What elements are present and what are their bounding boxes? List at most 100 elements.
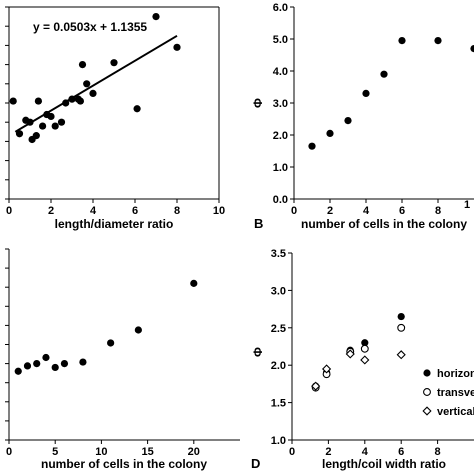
panel-b-y-axis-label: Φ (251, 98, 265, 108)
panel-d-data-point (397, 323, 406, 332)
panel-b-plot-area: 0.0 1.0 2.0 3.0 4.0 5.0 6.0 0 2 4 6 8 (273, 2, 474, 217)
panel-c-data-point (60, 360, 69, 368)
panel-b-data-point (470, 45, 474, 53)
panel-a-data-point (57, 118, 66, 126)
panel-c-x-tick-label: 15 (141, 446, 153, 458)
panel-d-y-tick-label: 2.5 (271, 323, 286, 335)
panel-d-series-vertical (311, 349, 406, 391)
panel-b-data-point (398, 37, 406, 45)
panel-d-data-point (361, 339, 369, 347)
panel-b-data-point (344, 117, 352, 125)
panel-c-x-tick-label: 10 (95, 446, 107, 458)
panel-d-y-tick-label: 3.5 (271, 248, 286, 260)
panel-c-x-tick-label: 0 (6, 446, 12, 458)
panel-b-y-tick-label: 3.0 (273, 98, 288, 110)
panel-a-data-point (83, 80, 91, 88)
panel-a-data-point (47, 112, 55, 121)
panel-b-y-tick-label: 2.0 (273, 130, 288, 142)
panel-d-data-point (311, 381, 321, 391)
panel-a-data-point (133, 105, 141, 113)
panel-a-data-point (39, 122, 47, 130)
panel-d-data-point (360, 355, 370, 365)
panel-c: number of cells in the colony (41, 457, 207, 471)
panel-b-x-tick-label: 4 (363, 205, 370, 217)
panel-b-letter: B (254, 216, 263, 231)
panel-b-x-tick-label: 0 (291, 205, 297, 217)
panel-d-series-horizont (312, 312, 405, 390)
panel-c-data-point (42, 353, 50, 362)
panel-d-series-transver (311, 323, 406, 392)
panel-a-data-point (173, 43, 181, 51)
panel-d-data-point (345, 349, 355, 359)
panel-a-data-point (32, 132, 40, 140)
panel-d-letter: D (251, 456, 260, 471)
panel-a-x-tick-label: 2 (48, 205, 54, 217)
panel-d-legend-label: vertical (437, 406, 474, 418)
panel-b-data-point (308, 142, 316, 150)
panel-a-x-tick-label: 8 (174, 205, 180, 217)
panel-c-data-point (33, 360, 41, 368)
panel-d-x-axis-label: length/coil width ratio (322, 457, 446, 471)
panel-d-data-point (397, 312, 405, 321)
panel-a-trendline (14, 34, 178, 133)
panel-a-data-point (152, 13, 160, 21)
panel-a-data-point (26, 118, 34, 126)
panel-b-x-tick-label: 6 (399, 205, 405, 217)
panel-b-data-point (362, 89, 370, 97)
panel-a-series (9, 13, 181, 144)
panel-b-data-point (434, 37, 442, 45)
panel-d-y-axis-label: Φ (251, 347, 265, 357)
panel-b-data-point (326, 129, 334, 137)
panel-b-y-tick-label: 1.0 (273, 162, 288, 174)
panel-b-y-tick-label: 0.0 (273, 194, 288, 206)
panel-a-data-point (78, 61, 87, 69)
panel-a-data-point (34, 97, 43, 105)
panel-d-legend-label: transver (437, 387, 474, 399)
panel-a-data-point (51, 122, 59, 130)
panel-d-legend-marker (423, 369, 431, 377)
panel-d-data-point (360, 344, 369, 353)
panel-a-plot-area: 0 2 4 6 8 10 (5, 6, 225, 217)
panel-d-x-tick-label: 2 (325, 446, 331, 458)
panel-d-y-tick-label: 2.0 (271, 360, 286, 372)
panel-d-x-tick-label: 8 (435, 446, 441, 458)
panel-a-equation: y = 0.0503x + 1.1355 (33, 20, 147, 34)
panel-a-data-point (62, 99, 70, 107)
panel-b: B Φ number of cells in the colony 1 (251, 98, 470, 231)
panel-c-data-point (134, 326, 142, 334)
panel-d-data-point (322, 364, 332, 374)
panel-d-legend-marker (423, 388, 431, 396)
panel-d-y-tick-label: 1.5 (271, 398, 286, 410)
panel-c-x-tick-label: 20 (188, 446, 200, 458)
panel-d-y-tick-label: 3.0 (271, 285, 286, 297)
panel-a-data-point (110, 59, 118, 67)
panel-d: D Φ length/coil width ratio (251, 347, 446, 471)
panel-d-x-tick-label: 0 (289, 446, 295, 458)
panel-b-y-tick-label: 6.0 (273, 2, 288, 14)
panel-b-x-tick-label: 8 (435, 205, 441, 217)
panel-a-x-axis-label: length/diameter ratio (55, 217, 174, 231)
panel-a-data-point (68, 95, 76, 103)
panel-d-y-tick-label: 1.0 (271, 435, 286, 447)
panel-a-data-point (89, 89, 97, 97)
panel-a-data-point (76, 97, 84, 105)
panel-c-data-point (23, 362, 32, 370)
panel-b-y-tick-label: 4.0 (273, 66, 288, 78)
panel-b-x-axis-label: number of cells in the colony (301, 217, 467, 231)
panel-d-x-tick-label: 4 (362, 446, 369, 458)
panel-c-plot-area: 0 5 10 15 20 (5, 248, 240, 458)
panel-a: y = 0.0503x + 1.1355 length/diameter rat… (33, 20, 173, 231)
panel-c-data-point (190, 279, 198, 287)
panel-c-x-axis-label: number of cells in the colony (41, 457, 207, 471)
panel-a-x-tick-label: 0 (6, 205, 12, 217)
panel-a-x-tick-label: 6 (132, 205, 138, 217)
panel-b-data-point (380, 70, 388, 78)
panel-a-x-tick-label: 4 (90, 205, 97, 217)
panel-d-x-tick-label: 6 (398, 446, 404, 458)
panel-c-x-tick-label: 5 (52, 446, 58, 458)
panel-a-x-tick-label: 10 (213, 205, 225, 217)
